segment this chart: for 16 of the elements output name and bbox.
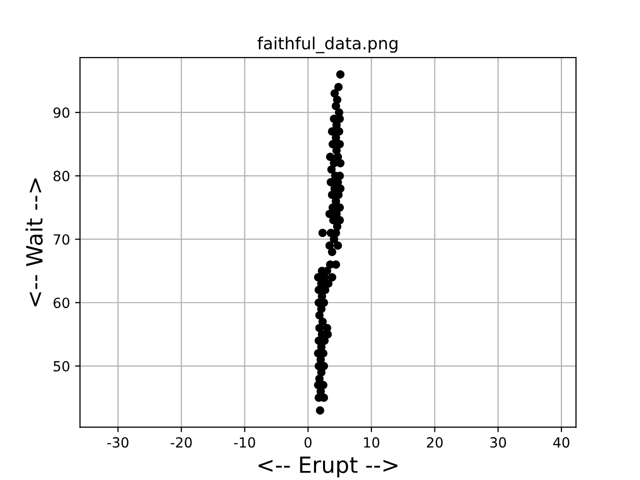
y-axis-title: <-- Wait -->	[26, 178, 43, 306]
x-tick-label: -20	[170, 437, 192, 448]
x-axis-title: <-- Erupt -->	[258, 456, 398, 478]
x-tick-label: -10	[234, 437, 256, 448]
x-tick-label: 10	[364, 437, 380, 448]
x-tick-label: 0	[304, 437, 312, 448]
y-tick-label: 90	[53, 107, 70, 118]
x-tick-label: 40	[553, 437, 570, 448]
x-tick-label: 30	[490, 437, 506, 448]
chart-title: faithful_data.png	[258, 36, 398, 54]
y-tick-label: 50	[54, 360, 70, 372]
x-tick-label: -30	[107, 437, 128, 448]
y-tick-label: 70	[54, 234, 70, 245]
y-tick-label: 60	[54, 298, 70, 308]
y-tick-label: 80	[54, 170, 70, 182]
x-tick-label: 20	[426, 437, 443, 448]
